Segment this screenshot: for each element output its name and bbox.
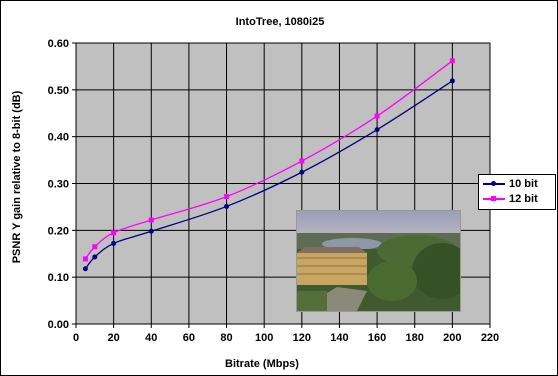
- legend-item-10-bit: 10 bit: [483, 177, 538, 191]
- y-tick-label: 0.30: [48, 179, 69, 191]
- data-point-12-bit: [111, 230, 117, 236]
- data-point-10-bit: [374, 127, 380, 133]
- data-point-10-bit: [148, 228, 154, 234]
- x-tick-label: 40: [145, 332, 157, 344]
- data-point-12-bit: [148, 217, 154, 223]
- data-point-12-bit: [299, 158, 305, 164]
- chart-title: IntoTree, 1080i25: [236, 16, 325, 28]
- legend-label-10-bit: 10 bit: [509, 178, 538, 190]
- legend-item-12-bit: 12 bit: [483, 192, 538, 206]
- data-point-10-bit: [224, 203, 230, 209]
- x-tick-label: 140: [330, 332, 348, 344]
- legend-label-12-bit: 12 bit: [509, 193, 538, 205]
- x-tick-label: 20: [108, 332, 120, 344]
- data-point-12-bit: [374, 113, 380, 119]
- y-tick-label: 0.50: [48, 85, 69, 97]
- data-point-10-bit: [449, 78, 455, 84]
- data-point-12-bit: [224, 194, 230, 200]
- y-tick-label: 0.60: [48, 38, 69, 50]
- data-point-10-bit: [82, 266, 88, 272]
- legend-swatch-12-bit: [483, 196, 505, 201]
- data-point-10-bit: [92, 254, 98, 260]
- x-tick-label: 160: [368, 332, 386, 344]
- inset-photo: [296, 210, 461, 312]
- legend-swatch-10-bit: [483, 181, 505, 186]
- y-tick-label: 0.10: [48, 272, 69, 284]
- data-point-12-bit: [449, 58, 455, 64]
- x-tick-label: 220: [481, 332, 499, 344]
- legend: 10 bit 12 bit: [478, 174, 556, 210]
- data-point-10-bit: [111, 240, 117, 246]
- y-tick-label: 0.40: [48, 132, 69, 144]
- plot-area: 0 20 40 60 80 100 120 140 160 180 200 220 0.00 0.10 0.…: [48, 38, 500, 344]
- y-axis-label: PSNR Y gain relative to 8-bit (dB): [11, 90, 23, 263]
- x-tick-label: 120: [293, 332, 311, 344]
- x-tick-label: 100: [255, 332, 273, 344]
- y-tick-label: 0.00: [48, 319, 69, 331]
- data-point-12-bit: [92, 244, 98, 250]
- castle-landscape-image: [297, 211, 460, 311]
- y-tick-label: 0.20: [48, 225, 69, 237]
- data-point-12-bit: [82, 256, 88, 262]
- x-tick-label: 80: [220, 332, 232, 344]
- x-tick-label: 60: [183, 332, 195, 344]
- x-tick-label: 180: [406, 332, 424, 344]
- x-axis-label: Bitrate (Mbps): [225, 358, 299, 370]
- x-tick-label: 200: [443, 332, 461, 344]
- data-point-10-bit: [299, 169, 305, 175]
- x-tick-label: 0: [73, 332, 79, 344]
